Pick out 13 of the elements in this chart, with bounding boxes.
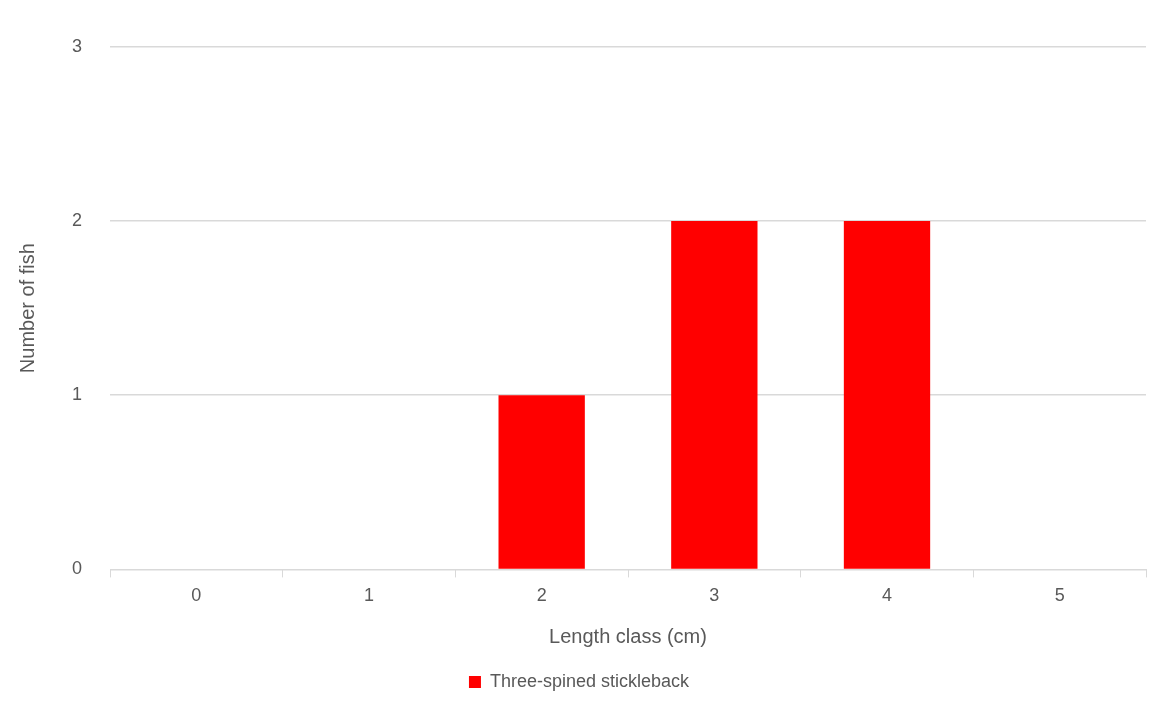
y-tick-label: 3 — [72, 35, 83, 56]
y-tick-label: 0 — [72, 558, 83, 579]
y-tick-label: 1 — [72, 384, 83, 405]
x-axis-title: Length class (cm) — [549, 624, 707, 647]
legend-label: Three-spined stickleback — [489, 670, 691, 691]
x-tick-label: 2 — [536, 585, 547, 606]
x-tick-label: 0 — [191, 585, 202, 606]
x-tick-label: 4 — [881, 585, 893, 606]
x-tick-label: 5 — [1054, 585, 1065, 606]
x-tick-label: 3 — [709, 585, 720, 606]
y-axis-title: Number of fish — [15, 243, 38, 374]
y-tick-label: 2 — [72, 209, 83, 230]
x-tick-label: 1 — [364, 585, 375, 606]
